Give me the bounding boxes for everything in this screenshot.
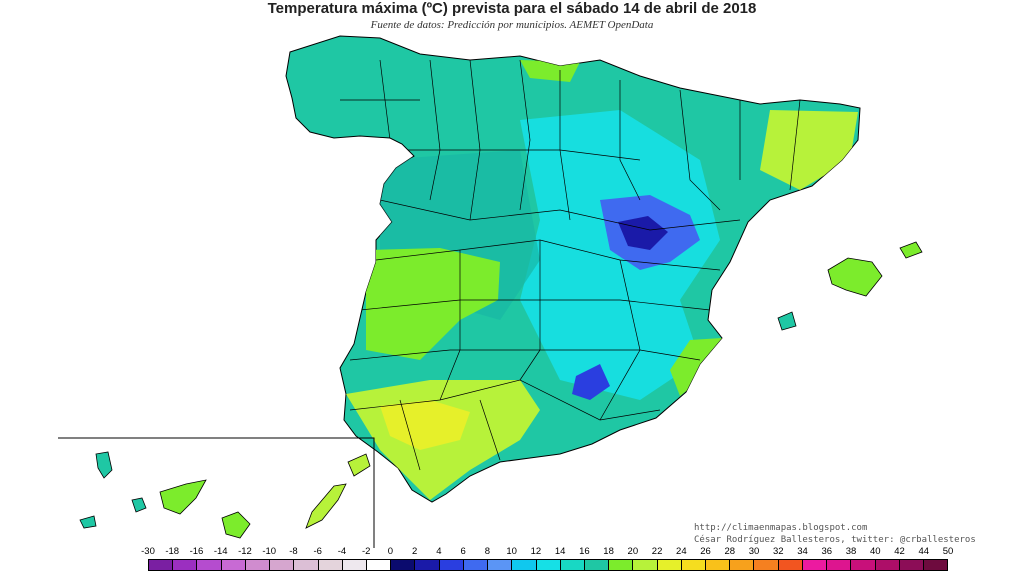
legend-swatch: [633, 560, 658, 570]
zone-green-levante: [670, 338, 722, 396]
legend-swatch: [827, 560, 852, 570]
island-la-palma: [95, 451, 113, 479]
legend-label: 40: [869, 546, 881, 557]
legend-swatch: [221, 560, 246, 570]
legend-label: 38: [845, 546, 857, 557]
island-lanzarote: [347, 453, 371, 477]
zone-green-cataluna: [760, 110, 858, 190]
legend-swatch: [197, 560, 222, 570]
legend-labels: -30 -18 -16 -14 -12 -10 -8 -6 -4 -2 0 2 4 6 8 10 12 14 16 1…: [140, 546, 960, 560]
credits: http://climaenmapas.blogspot.com César R…: [694, 522, 976, 546]
legend-swatch: [439, 560, 464, 570]
legend-label: 26: [700, 546, 711, 557]
legend-label: 2: [412, 546, 418, 557]
island-la-gomera: [131, 497, 147, 513]
legend-swatch: [415, 560, 440, 570]
legend-label: 16: [579, 546, 590, 557]
legend-swatch: [681, 560, 707, 570]
zone-darkblue-iberico: [618, 216, 668, 250]
island-el-hierro: [79, 515, 97, 529]
legend-swatch: [899, 560, 924, 570]
map-subtitle: Fuente de datos: Predicción por municipi…: [370, 19, 654, 31]
credits-author: César Rodríguez Ballesteros, twitter: @c…: [694, 535, 976, 545]
legend-swatch: [730, 560, 755, 570]
legend-label: 22: [651, 546, 663, 557]
legend-swatch: [318, 560, 343, 570]
color-legend: [148, 559, 948, 571]
legend-label: 10: [506, 546, 517, 557]
legend-swatch: [270, 560, 295, 570]
legend-label: 36: [821, 546, 833, 557]
legend-label: 4: [436, 546, 442, 557]
legend-label: 28: [724, 546, 736, 557]
legend-label: 12: [530, 546, 542, 557]
legend-swatch: [609, 560, 634, 570]
zone-blue-sierra: [572, 364, 610, 400]
island-tenerife: [159, 479, 207, 515]
legend-label: -30: [141, 546, 155, 557]
legend-swatch: [754, 560, 779, 570]
legend-swatch: [584, 560, 610, 570]
legend-label: 14: [554, 546, 566, 557]
legend-label: 34: [797, 546, 808, 557]
legend-swatch: [173, 560, 198, 570]
legend-label: 50: [942, 546, 954, 557]
legend-swatch: [149, 560, 174, 570]
legend-swatch: [560, 560, 585, 570]
zone-yellow-guadalquivir: [380, 400, 470, 450]
legend-label: -18: [165, 546, 180, 557]
legend-label: 6: [460, 546, 466, 557]
legend-label: 30: [748, 546, 760, 557]
legend-label: 18: [603, 546, 614, 557]
legend-swatch: [488, 560, 513, 570]
legend-label: 24: [676, 546, 687, 557]
legend-swatch: [851, 560, 876, 570]
legend-label: -16: [189, 546, 204, 557]
legend-swatch: [802, 560, 828, 570]
legend-label: -8: [289, 546, 298, 557]
legend-swatch: [294, 560, 319, 570]
legend-label: 20: [627, 546, 639, 557]
legend-label: -12: [238, 546, 252, 557]
legend-swatch: [342, 560, 367, 570]
legend-swatch: [706, 560, 731, 570]
island-gran-canaria: [221, 511, 251, 539]
island-ibiza: [777, 311, 797, 331]
legend-label: 8: [484, 546, 491, 557]
legend-swatch: [512, 560, 537, 570]
legend-label: 42: [894, 546, 905, 557]
legend-label: -14: [213, 546, 228, 557]
legend-label: -2: [361, 546, 371, 557]
legend-swatch: [657, 560, 682, 570]
map-title: Temperatura máxima (ºC) prevista para el…: [267, 0, 757, 17]
legend-swatch: [245, 560, 271, 570]
legend-label: -4: [337, 546, 347, 557]
island-fuerteventura: [305, 483, 347, 529]
zone-green-extremadura: [366, 248, 500, 360]
legend-swatch: [391, 560, 416, 570]
canarias-inset-frame: [58, 437, 375, 548]
zone-green-bilbao: [520, 60, 580, 82]
legend-label: -6: [313, 546, 322, 557]
legend-swatch: [778, 560, 803, 570]
island-menorca: [899, 241, 923, 259]
legend-swatch: [875, 560, 900, 570]
legend-label: -10: [262, 546, 277, 557]
legend-swatch: [366, 560, 392, 570]
legend-swatch: [924, 560, 948, 570]
island-mallorca: [827, 257, 883, 297]
legend-label: 0: [387, 546, 394, 557]
legend-label: 44: [918, 546, 930, 557]
legend-swatch: [463, 560, 489, 570]
credits-url[interactable]: http://climaenmapas.blogspot.com: [694, 523, 868, 533]
legend-label: 32: [773, 546, 784, 557]
legend-swatch: [536, 560, 561, 570]
province-borders: [340, 59, 801, 471]
